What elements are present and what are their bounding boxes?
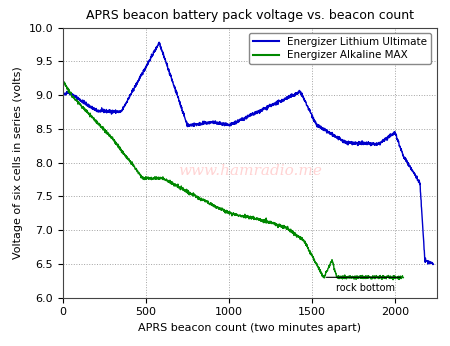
X-axis label: APRS beacon count (two minutes apart): APRS beacon count (two minutes apart) xyxy=(138,323,361,333)
Energizer Lithium Ultimate xyxy=(431,262,436,266)
Energizer Alkaline MAX xyxy=(205,200,210,204)
Energizer Lithium Ultimate xyxy=(157,40,162,44)
Energizer Lithium Ultimate xyxy=(420,223,425,227)
Energizer Alkaline MAX xyxy=(87,113,92,117)
Energizer Alkaline MAX xyxy=(212,203,217,208)
Energizer Lithium Ultimate xyxy=(240,117,246,121)
Legend: Energizer Lithium Ultimate, Energizer Alkaline MAX: Energizer Lithium Ultimate, Energizer Al… xyxy=(248,33,431,64)
Energizer Lithium Ultimate xyxy=(352,141,357,145)
Energizer Lithium Ultimate xyxy=(231,120,236,125)
Energizer Lithium Ultimate xyxy=(420,221,425,225)
Energizer Alkaline MAX xyxy=(60,79,66,83)
Energizer Alkaline MAX xyxy=(61,79,66,83)
Text: rock bottom: rock bottom xyxy=(336,283,395,293)
Energizer Lithium Ultimate xyxy=(79,99,85,103)
Energizer Alkaline MAX xyxy=(254,216,260,220)
Y-axis label: Voltage of six cells in series (volts): Voltage of six cells in series (volts) xyxy=(13,66,23,259)
Energizer Alkaline MAX xyxy=(400,275,406,280)
Energizer Alkaline MAX xyxy=(101,125,106,129)
Text: www.hamradio.me: www.hamradio.me xyxy=(178,164,322,178)
Line: Energizer Alkaline MAX: Energizer Alkaline MAX xyxy=(63,81,403,280)
Energizer Lithium Ultimate xyxy=(60,93,66,97)
Title: APRS beacon battery pack voltage vs. beacon count: APRS beacon battery pack voltage vs. bea… xyxy=(86,9,414,22)
Energizer Alkaline MAX xyxy=(218,206,224,210)
Energizer Alkaline MAX xyxy=(391,277,396,282)
Line: Energizer Lithium Ultimate: Energizer Lithium Ultimate xyxy=(63,42,433,264)
